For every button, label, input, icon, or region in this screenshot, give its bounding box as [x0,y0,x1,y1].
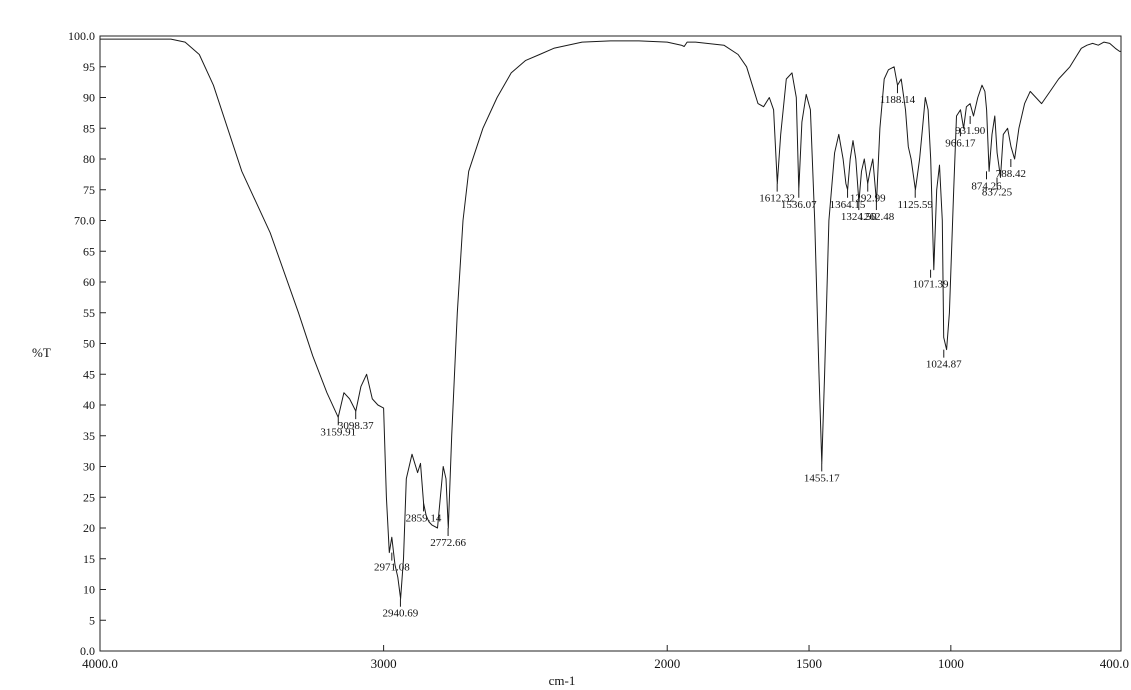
peak-label: 874.26 [971,180,1002,192]
y-tick-label: 65 [83,244,95,258]
peak-label: 1071.39 [913,279,949,291]
y-tick-label: 80 [83,152,95,166]
y-axis-title: %T [32,345,51,360]
y-tick-label: 55 [83,306,95,320]
y-tick-label: 15 [83,552,95,566]
y-tick-label: 10 [83,583,95,597]
x-tick-label: 400.0 [1100,656,1129,671]
peak-label: 2859.14 [406,512,442,524]
y-tick-label: 35 [83,429,95,443]
x-tick-label: 1000 [938,656,964,671]
peak-label: 1188.14 [880,94,916,106]
y-tick-label: 100.0 [68,29,95,43]
peak-label: 931.90 [955,125,986,137]
peak-label: 2772.66 [430,537,466,549]
y-tick-label: 85 [83,121,95,135]
peak-label: 1455.17 [804,472,840,484]
y-tick-label: 90 [83,91,95,105]
x-axis-ticks: 4000.0 3000 2000 1500 1000 400.0 [82,645,1129,671]
y-tick-label: 60 [83,275,95,289]
y-tick-label: 5 [89,613,95,627]
peak-label: 1612.32 [759,193,795,205]
peak-label: 1324.50 [841,211,877,223]
spectrum-line [100,38,1121,600]
y-tick-label: 95 [83,60,95,74]
peak-label: 2971.08 [374,562,410,574]
peak-label: 2940.69 [383,608,419,620]
peak-label: 1364.15 [830,199,866,211]
y-tick-label: 45 [83,367,95,381]
y-axis-ticks: 0.0 5 10 15 20 25 30 35 40 45 50 55 60 65 70.0 75 80 85 90… [68,29,106,658]
x-tick-label: 4000.0 [82,656,118,671]
peak-label: 788.42 [996,168,1026,180]
x-tick-label: 3000 [371,656,397,671]
y-tick-label: 0.0 [80,644,95,658]
y-tick-label: 20 [83,521,95,535]
y-tick-label: 25 [83,490,95,504]
peak-label: 966.17 [945,137,976,149]
peak-label: 3098.37 [338,420,374,432]
y-tick-label: 30 [83,460,95,474]
peak-label: 1024.87 [926,359,962,371]
x-tick-label: 1500 [796,656,822,671]
peak-label: 837.25 [982,186,1013,198]
y-tick-label: 40 [83,398,95,412]
peak-label: 1536.07 [781,199,817,211]
peak-label: 3159.91 [320,426,356,438]
peak-label: 1292.99 [850,193,886,205]
y-tick-label: 75 [83,183,95,197]
y-tick-label: 50 [83,337,95,351]
x-tick-label: 2000 [654,656,680,671]
y-tick-label: 70.0 [74,214,95,228]
x-axis-title: cm-1 [549,673,576,688]
peak-label: 1125.59 [898,199,934,211]
peak-label: 1262.48 [859,211,895,223]
